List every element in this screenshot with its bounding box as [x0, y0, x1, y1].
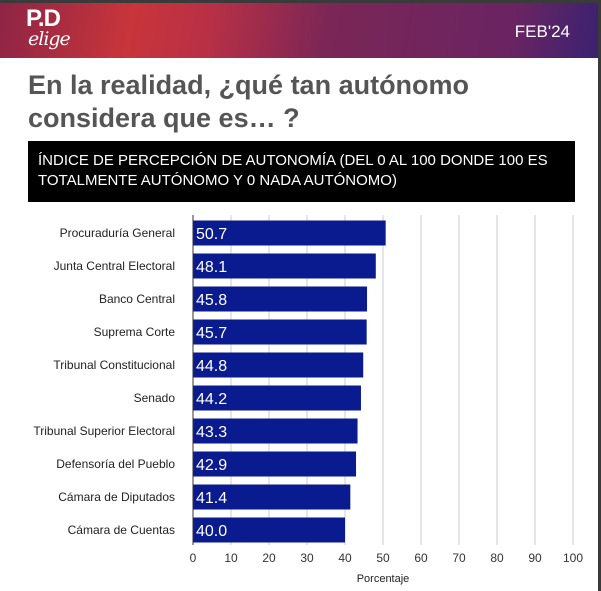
category-label: Cámara de Cuentas: [68, 523, 175, 537]
bar: [193, 319, 367, 345]
category-label: Cámara de Diputados: [58, 490, 175, 504]
x-axis-title: Porcentaje: [357, 573, 410, 585]
category-label: Tribunal Superior Electoral: [33, 424, 175, 438]
logo: P.D elige: [26, 5, 71, 50]
bar: [193, 517, 345, 543]
category-label: Senado: [134, 391, 176, 405]
data-label: 43.3: [196, 424, 227, 441]
category-label: Procuraduría General: [60, 226, 175, 240]
page-title: En la realidad, ¿qué tan autónomo consid…: [28, 70, 470, 133]
category-label: Tribunal Constitucional: [53, 358, 175, 372]
data-label: 44.2: [196, 391, 227, 408]
category-label: Defensoría del Pueblo: [56, 457, 175, 471]
chart-title: ÍNDICE DE PERCEPCIÓN DE AUTONOMÍA (DEL 0…: [28, 141, 575, 202]
x-tick-label: 100: [563, 551, 583, 565]
data-label: 50.7: [196, 226, 227, 243]
x-tick-label: 90: [528, 551, 542, 565]
data-label: 42.9: [196, 457, 227, 474]
bar: [193, 385, 361, 411]
x-tick-label: 50: [376, 551, 390, 565]
x-tick-label: 30: [300, 551, 314, 565]
x-tick-label: 20: [262, 551, 276, 565]
bar: [193, 484, 351, 510]
infographic: P.D elige FEB'24 En la realidad, ¿qué tan…: [0, 3, 598, 591]
data-label: 45.8: [196, 292, 227, 309]
category-label: Junta Central Electoral: [54, 259, 175, 273]
x-tick-label: 10: [224, 551, 238, 565]
bar: [193, 253, 376, 279]
date-label: FEB'24: [514, 22, 570, 41]
bar: [193, 418, 358, 444]
category-label: Banco Central: [99, 292, 175, 306]
data-label: 40.0: [196, 523, 227, 540]
category-label: Suprema Corte: [94, 325, 176, 339]
bar: [193, 286, 368, 312]
bar: [193, 220, 386, 246]
data-label: 48.1: [196, 259, 227, 276]
header-banner: P.D elige FEB'24: [0, 3, 598, 58]
bar: [193, 451, 357, 477]
data-label: 41.4: [196, 490, 227, 507]
bar-chart: 0 10 20 30 40 50 60 70 80 90 100 50.7 Procuraduría G…: [33, 215, 583, 585]
x-tick-label: 70: [452, 551, 466, 565]
bar: [193, 352, 364, 378]
x-tick-label: 60: [414, 551, 428, 565]
x-tick-label: 0: [190, 551, 197, 565]
data-label: 45.7: [196, 325, 227, 342]
data-label: 44.8: [196, 358, 227, 375]
x-tick-label: 80: [490, 551, 504, 565]
x-tick-label: 40: [338, 551, 352, 565]
